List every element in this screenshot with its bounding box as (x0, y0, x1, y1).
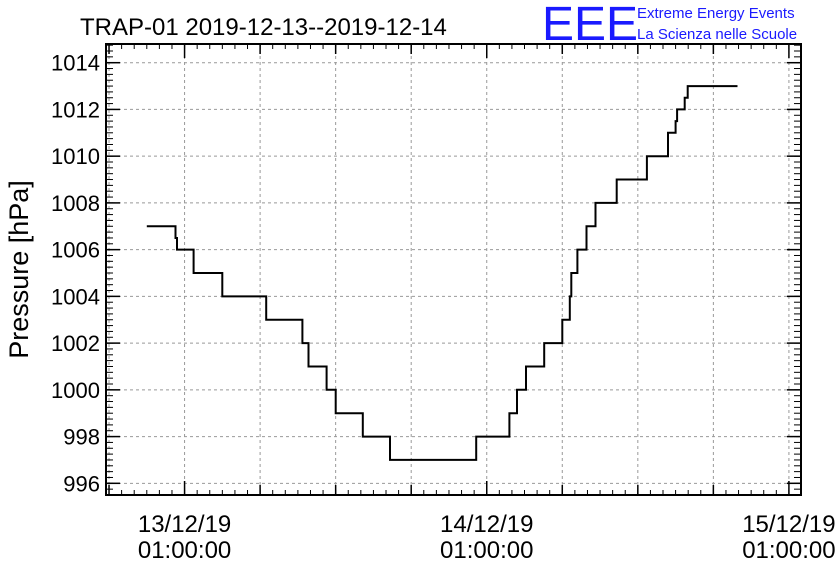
y-tick-label: 1010 (51, 144, 100, 169)
y-axis-label: Pressure [hPa] (4, 180, 34, 359)
y-tick-label: 1006 (51, 238, 100, 263)
chart-title: TRAP-01 2019-12-13--2019-12-14 (80, 14, 447, 41)
y-tick-label: 1008 (51, 191, 100, 216)
eee-logo-text: EEE (542, 0, 638, 51)
brand-line2: La Scienza nelle Scuole (637, 26, 797, 43)
x-tick-label-time: 01:00:00 (138, 537, 231, 564)
series-layer (146, 85, 738, 461)
x-tick-label-date: 15/12/19 (742, 511, 835, 538)
y-tick-label: 1014 (51, 51, 100, 76)
y-tick-label: 1004 (51, 284, 100, 309)
y-tick-label: 998 (63, 425, 100, 450)
brand-line1: Extreme Energy Events (637, 5, 795, 22)
x-tick-labels: 13/12/1901:00:0014/12/1901:00:0015/12/19… (138, 511, 836, 564)
y-tick-label: 1012 (51, 97, 100, 122)
x-tick-label-time: 01:00:00 (742, 537, 835, 564)
y-tick-labels: 996 998 1000 1002 1004 1006 1008 1010 1012 1014 (51, 51, 100, 497)
x-tick-label-time: 01:00:00 (440, 537, 533, 564)
pressure-series-line (146, 85, 738, 461)
axis-ticks (106, 44, 801, 496)
eee-logo: EEE Extreme Energy Events La Scienza nel… (542, 0, 797, 51)
y-tick-label: 996 (63, 471, 100, 496)
x-tick-label-date: 14/12/19 (440, 511, 533, 538)
y-tick-label: 1002 (51, 331, 100, 356)
grid (106, 44, 801, 495)
x-tick-label-date: 13/12/19 (138, 511, 231, 538)
plot-frame (105, 43, 802, 496)
y-tick-label: 1000 (51, 378, 100, 403)
